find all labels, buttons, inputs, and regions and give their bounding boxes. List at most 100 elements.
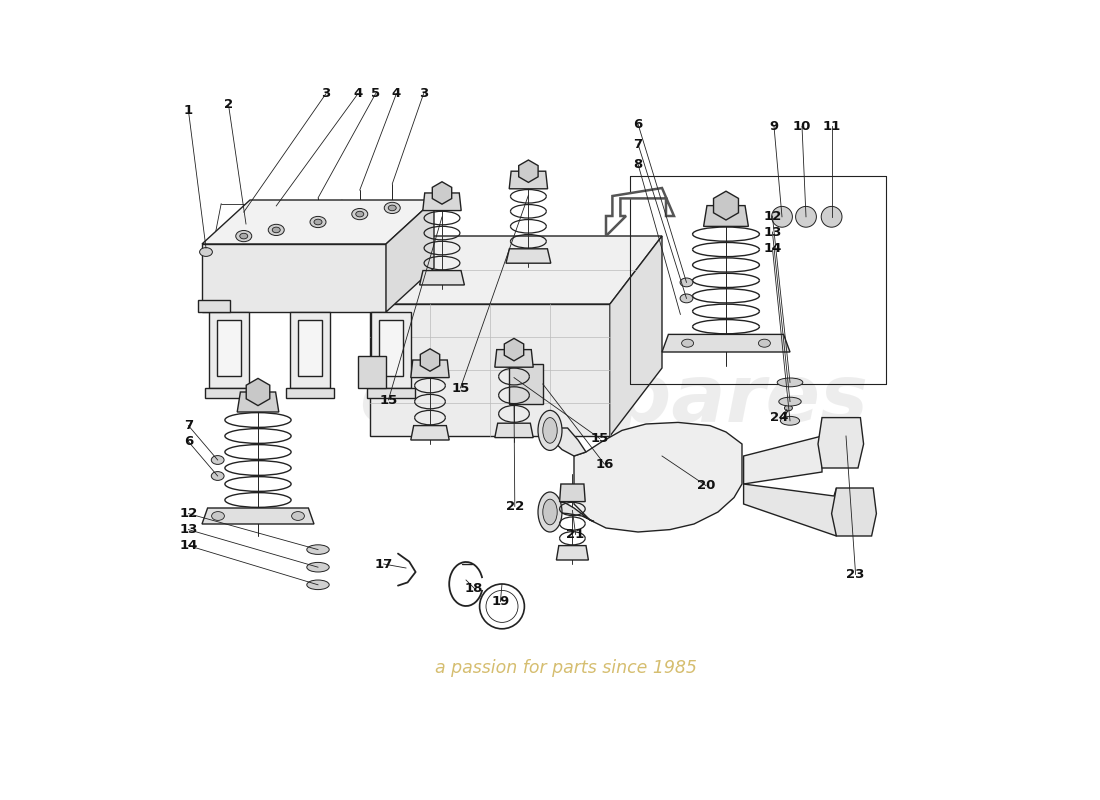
Text: 9: 9 xyxy=(769,120,779,133)
Polygon shape xyxy=(420,349,440,371)
Polygon shape xyxy=(209,312,250,388)
Ellipse shape xyxy=(211,472,224,480)
Polygon shape xyxy=(246,378,270,406)
Polygon shape xyxy=(557,546,588,560)
Ellipse shape xyxy=(542,499,558,525)
Ellipse shape xyxy=(758,339,770,347)
Ellipse shape xyxy=(211,512,224,520)
Text: 8: 8 xyxy=(634,158,642,170)
Polygon shape xyxy=(832,488,877,536)
Ellipse shape xyxy=(778,378,803,386)
Text: a passion for parts since 1985: a passion for parts since 1985 xyxy=(436,659,697,677)
Text: 12: 12 xyxy=(179,507,198,520)
Text: 22: 22 xyxy=(506,500,524,513)
Text: 14: 14 xyxy=(179,539,198,552)
Polygon shape xyxy=(367,388,416,398)
Polygon shape xyxy=(379,320,404,376)
Text: 4: 4 xyxy=(392,87,402,100)
Text: 6: 6 xyxy=(634,118,642,130)
Polygon shape xyxy=(218,320,241,376)
Polygon shape xyxy=(662,334,790,352)
Polygon shape xyxy=(358,356,386,388)
Ellipse shape xyxy=(538,492,562,532)
Polygon shape xyxy=(286,388,334,398)
Text: 7: 7 xyxy=(184,419,192,432)
Text: 15: 15 xyxy=(379,394,397,406)
Polygon shape xyxy=(386,200,434,312)
Text: 19: 19 xyxy=(492,595,509,608)
Polygon shape xyxy=(422,193,461,210)
Ellipse shape xyxy=(307,580,329,590)
Polygon shape xyxy=(410,426,449,440)
Polygon shape xyxy=(550,428,586,456)
Text: 15: 15 xyxy=(591,432,608,445)
Text: 23: 23 xyxy=(846,568,865,581)
Ellipse shape xyxy=(384,202,400,214)
Ellipse shape xyxy=(680,278,693,286)
Text: 24: 24 xyxy=(770,411,789,424)
Ellipse shape xyxy=(307,545,329,554)
Circle shape xyxy=(822,206,842,227)
Polygon shape xyxy=(509,171,548,189)
Polygon shape xyxy=(372,312,411,388)
Ellipse shape xyxy=(680,294,693,302)
Ellipse shape xyxy=(211,456,224,464)
Ellipse shape xyxy=(235,230,252,242)
Ellipse shape xyxy=(780,416,800,425)
Text: 5: 5 xyxy=(371,87,381,100)
Polygon shape xyxy=(550,502,594,522)
Polygon shape xyxy=(574,422,743,532)
Polygon shape xyxy=(495,350,534,367)
Text: 11: 11 xyxy=(823,120,840,133)
Ellipse shape xyxy=(388,205,396,210)
Text: 21: 21 xyxy=(566,528,585,541)
Polygon shape xyxy=(370,236,662,304)
Polygon shape xyxy=(519,160,538,182)
Polygon shape xyxy=(744,436,822,484)
Polygon shape xyxy=(202,508,314,524)
Text: 10: 10 xyxy=(793,120,811,133)
Text: 13: 13 xyxy=(763,226,782,238)
Text: 16: 16 xyxy=(595,458,614,470)
Polygon shape xyxy=(495,423,534,438)
Text: 18: 18 xyxy=(465,582,483,594)
Text: 13: 13 xyxy=(179,523,198,536)
Polygon shape xyxy=(560,484,585,502)
Ellipse shape xyxy=(779,397,801,406)
Ellipse shape xyxy=(784,405,792,411)
Ellipse shape xyxy=(292,512,305,520)
Polygon shape xyxy=(610,236,662,436)
Ellipse shape xyxy=(307,562,329,572)
Polygon shape xyxy=(744,484,836,536)
Text: 14: 14 xyxy=(763,242,782,254)
Polygon shape xyxy=(202,200,434,244)
Polygon shape xyxy=(506,249,551,263)
Polygon shape xyxy=(290,312,330,388)
Polygon shape xyxy=(206,388,253,398)
Polygon shape xyxy=(370,304,610,436)
Polygon shape xyxy=(432,182,452,204)
Text: eurospares: eurospares xyxy=(360,361,869,439)
Polygon shape xyxy=(419,270,464,285)
Polygon shape xyxy=(504,338,524,361)
Ellipse shape xyxy=(352,209,367,220)
Ellipse shape xyxy=(268,224,284,235)
Text: 12: 12 xyxy=(763,210,781,222)
Ellipse shape xyxy=(199,248,212,256)
Ellipse shape xyxy=(355,211,364,217)
Text: 3: 3 xyxy=(419,87,428,100)
Text: 1: 1 xyxy=(184,104,192,117)
Ellipse shape xyxy=(240,234,248,239)
Text: 6: 6 xyxy=(184,435,192,448)
Ellipse shape xyxy=(542,418,558,443)
Text: 17: 17 xyxy=(374,558,393,570)
Ellipse shape xyxy=(272,227,280,233)
Polygon shape xyxy=(410,360,449,378)
Polygon shape xyxy=(714,191,738,220)
Circle shape xyxy=(795,206,816,227)
Polygon shape xyxy=(238,392,278,412)
Ellipse shape xyxy=(314,219,322,225)
Ellipse shape xyxy=(538,410,562,450)
Ellipse shape xyxy=(310,217,326,228)
Polygon shape xyxy=(202,244,386,312)
